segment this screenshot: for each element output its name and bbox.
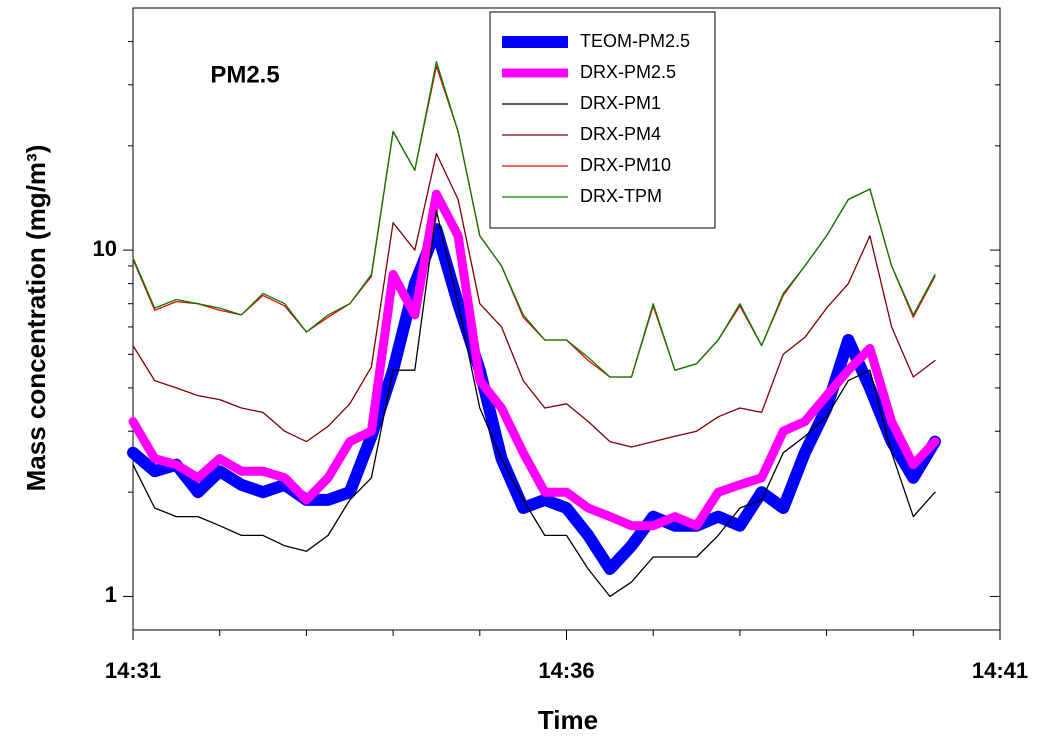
- y-axis-label: Mass concentration (mg/m³): [21, 145, 51, 492]
- legend-label: DRX-TPM: [580, 186, 662, 206]
- legend-label: DRX-PM2.5: [580, 62, 676, 82]
- legend-label: DRX-PM4: [580, 124, 661, 144]
- legend-label: DRX-PM1: [580, 93, 661, 113]
- x-tick-label: 14:31: [105, 658, 161, 683]
- series-line: [127, 223, 941, 575]
- y-tick-label: 10: [93, 236, 117, 261]
- y-tick-label: 1: [105, 582, 117, 607]
- legend-label: TEOM-PM2.5: [580, 31, 690, 51]
- x-tick-label: 14:41: [972, 658, 1028, 683]
- x-tick-label: 14:36: [538, 658, 594, 683]
- legend-label: DRX-PM10: [580, 155, 671, 175]
- annotation: PM2.5: [210, 61, 279, 88]
- x-axis-label: Time: [538, 705, 598, 735]
- series-line: [132, 152, 936, 448]
- series-line: [128, 189, 940, 531]
- series-line: [132, 209, 936, 598]
- series-line: [132, 61, 936, 378]
